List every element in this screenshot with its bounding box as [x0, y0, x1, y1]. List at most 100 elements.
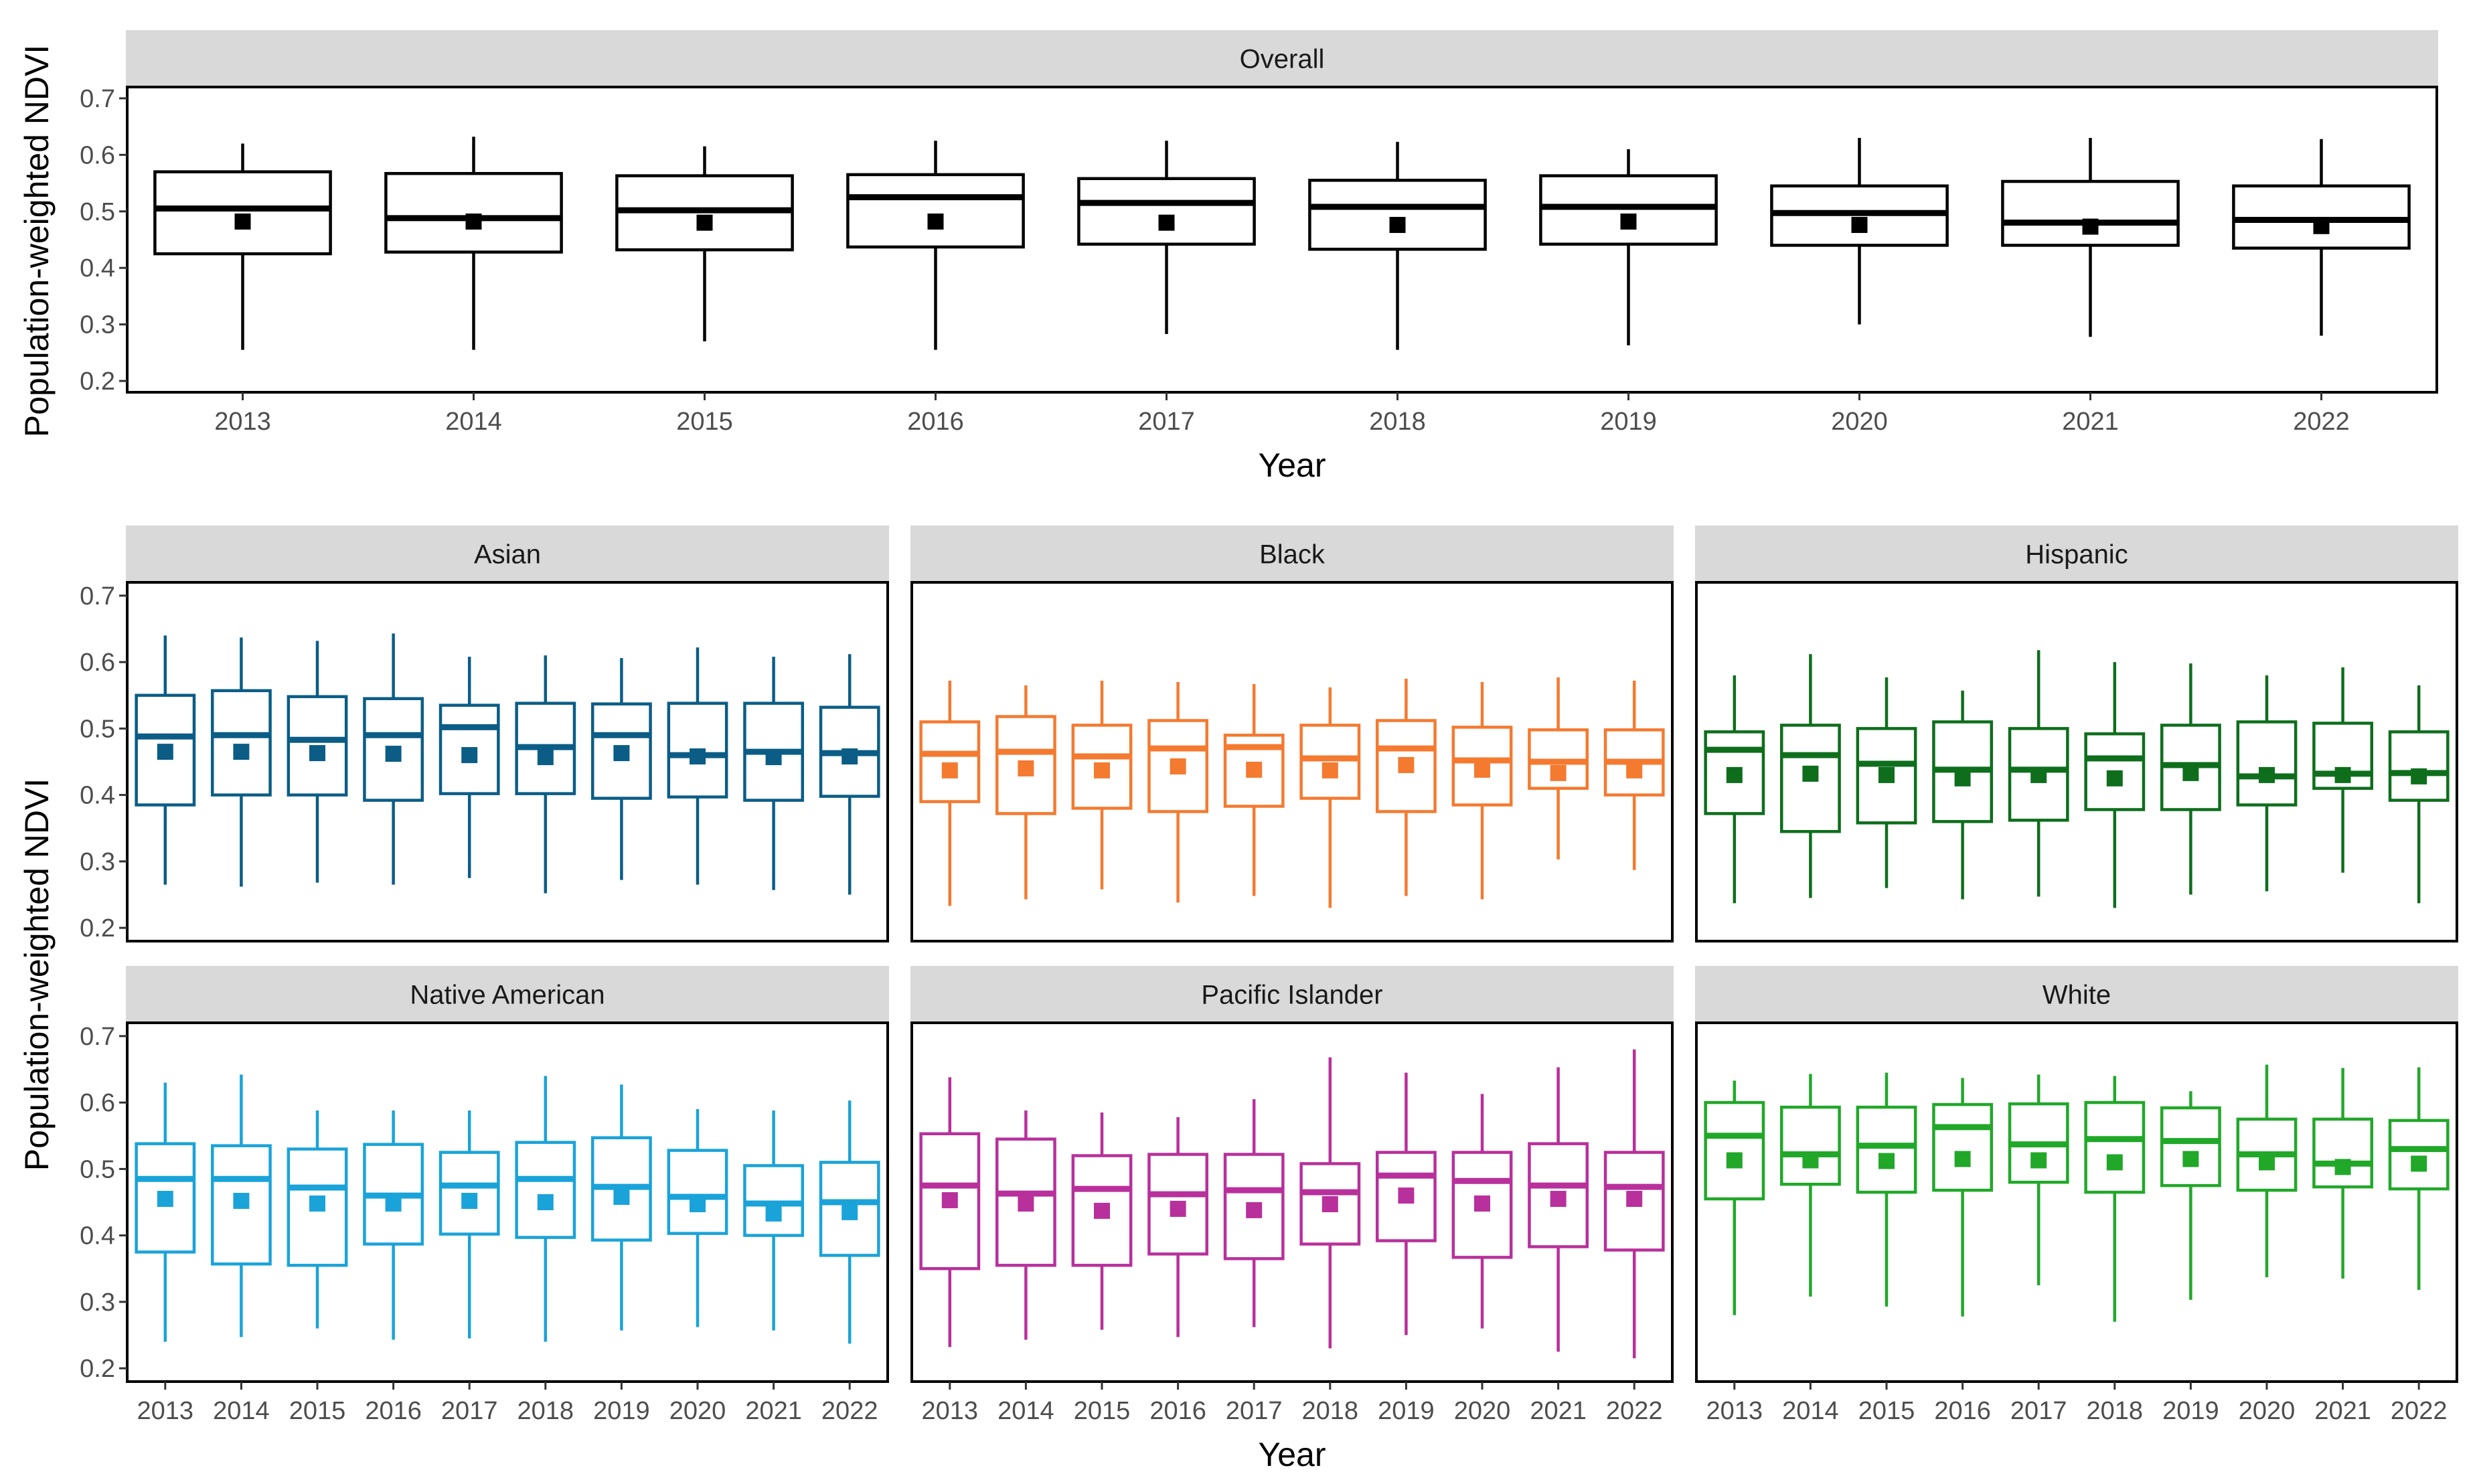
mean-marker — [1626, 1191, 1643, 1208]
panel-border-asian — [126, 581, 889, 942]
iqr-box — [1077, 177, 1256, 246]
mean-marker — [461, 747, 478, 764]
box-pacific-islander-2021 — [1528, 1067, 1589, 1352]
mean-marker — [1878, 1153, 1895, 1169]
mean-marker — [1170, 1200, 1186, 1217]
mean-marker — [1094, 1202, 1110, 1219]
box-pacific-islander-2018 — [1299, 1057, 1361, 1349]
box-black-2017 — [1223, 683, 1285, 896]
y-tick-label: 0.4 — [80, 1222, 115, 1250]
mean-marker — [1954, 1151, 1971, 1167]
mean-marker — [461, 1193, 478, 1210]
box-pacific-islander-2020 — [1451, 1094, 1513, 1329]
iqr-box — [1308, 179, 1487, 251]
x-tick-label: 2016 — [1934, 1397, 1991, 1425]
box-white-2019 — [2160, 1091, 2221, 1300]
iqr-box — [1539, 174, 1718, 246]
mean-marker — [2411, 768, 2427, 785]
y-axis-title-top: Population-weighted NDVI — [18, 45, 56, 437]
x-tick-label: 2016 — [1149, 1397, 1206, 1425]
box-black-2020 — [1451, 681, 1513, 900]
iqr-box — [2388, 730, 2450, 802]
box-asian-2020 — [667, 647, 728, 885]
x-tick-label: 2020 — [669, 1397, 726, 1425]
iqr-box — [2084, 1100, 2146, 1194]
box-white-2021 — [2312, 1068, 2374, 1279]
iqr-box — [2236, 720, 2298, 807]
mean-marker — [613, 745, 630, 762]
box-hispanic-2018 — [2084, 662, 2146, 908]
box-pacific-islander-2019 — [1375, 1072, 1437, 1335]
box-overall-2013 — [153, 143, 332, 350]
box-overall-2019 — [1539, 149, 1718, 345]
axis-titles-layer: Year Population-weighted NDVI Population… — [18, 45, 1326, 1473]
mean-marker — [233, 744, 250, 760]
iqr-box — [846, 173, 1025, 249]
box-asian-2019 — [590, 658, 652, 880]
mean-marker — [690, 748, 706, 765]
mean-marker — [537, 1194, 554, 1210]
panel-black: Black — [910, 525, 1674, 942]
x-tick-label: 2017 — [2010, 1397, 2067, 1425]
x-tick-label: 2019 — [1378, 1397, 1435, 1425]
y-tick-label: 0.2 — [80, 1355, 115, 1383]
box-white-2022 — [2388, 1067, 2450, 1291]
box-pacific-islander-2022 — [1603, 1049, 1665, 1359]
panel-overall: Overall 0.2 0.3 0.4 0.5 0.6 0.7 2013 2014 2015 201… — [80, 30, 2438, 436]
x-tick-label: 2018 — [1302, 1397, 1359, 1425]
box-overall-2016 — [846, 141, 1025, 350]
x-tick-label: 2018 — [1369, 408, 1426, 436]
y-tick-label: 0.7 — [80, 85, 115, 113]
box-asian-2021 — [743, 657, 805, 890]
box-overall-2018 — [1308, 141, 1487, 350]
iqr-box — [1856, 1105, 1917, 1194]
mean-marker — [2182, 764, 2199, 781]
box-asian-2022 — [819, 654, 880, 895]
mean-marker — [1018, 760, 1034, 776]
iqr-box — [2160, 1106, 2221, 1187]
iqr-box — [515, 1141, 576, 1239]
iqr-box — [1779, 724, 1841, 833]
x-tick-label: 2017 — [1138, 408, 1195, 436]
mean-marker — [1802, 1152, 1819, 1169]
box-pacific-islander-2017 — [1223, 1099, 1285, 1327]
box-native-american-2020 — [667, 1109, 728, 1327]
box-native-american-2022 — [819, 1100, 880, 1344]
box-white-2016 — [1932, 1078, 1994, 1317]
x-tick-label: 2021 — [745, 1397, 802, 1425]
x-tick-label: 2022 — [1606, 1397, 1663, 1425]
x-tick-label: 2020 — [2239, 1397, 2296, 1425]
x-tick-label: 2016 — [907, 408, 964, 436]
y-tick-label: 0.6 — [80, 1089, 115, 1117]
box-white-2017 — [2008, 1074, 2069, 1286]
box-black-2015 — [1071, 680, 1133, 890]
mean-marker — [537, 749, 554, 766]
iqr-box — [2001, 179, 2180, 247]
box-hispanic-2020 — [2236, 675, 2298, 892]
box-overall-2021 — [2001, 138, 2180, 337]
y-tick-label: 0.5 — [80, 1155, 115, 1183]
box-overall-2014 — [384, 137, 563, 350]
box-asian-2013 — [135, 635, 196, 885]
x-tick-label: 2013 — [1706, 1397, 1763, 1425]
mean-marker — [2313, 218, 2330, 234]
panel-white: White 2013 2014 2015 2016 2017 2018 2019 2020 202… — [1695, 966, 2458, 1425]
strip-label-native-american: Native American — [410, 981, 605, 1010]
box-black-2013 — [919, 680, 981, 906]
box-native-american-2015 — [287, 1110, 348, 1329]
mean-marker — [1550, 1191, 1567, 1208]
iqr-box — [919, 720, 981, 803]
x-tick-label: 2018 — [517, 1397, 574, 1425]
box-hispanic-2022 — [2388, 685, 2450, 904]
iqr-box — [819, 1161, 880, 1257]
box-hispanic-2014 — [1779, 654, 1841, 898]
mean-marker — [1851, 217, 1868, 234]
box-black-2014 — [995, 685, 1056, 900]
x-tick-label: 2019 — [593, 1397, 650, 1425]
strip-label-hispanic: Hispanic — [2025, 540, 2128, 570]
x-tick-label: 2021 — [2062, 408, 2119, 436]
box-asian-2016 — [363, 633, 424, 885]
panel-native-american: Native American 0.2 0.3 0.4 0.5 0.6 0.7 2013 201… — [80, 966, 889, 1425]
mean-marker — [1802, 765, 1819, 782]
